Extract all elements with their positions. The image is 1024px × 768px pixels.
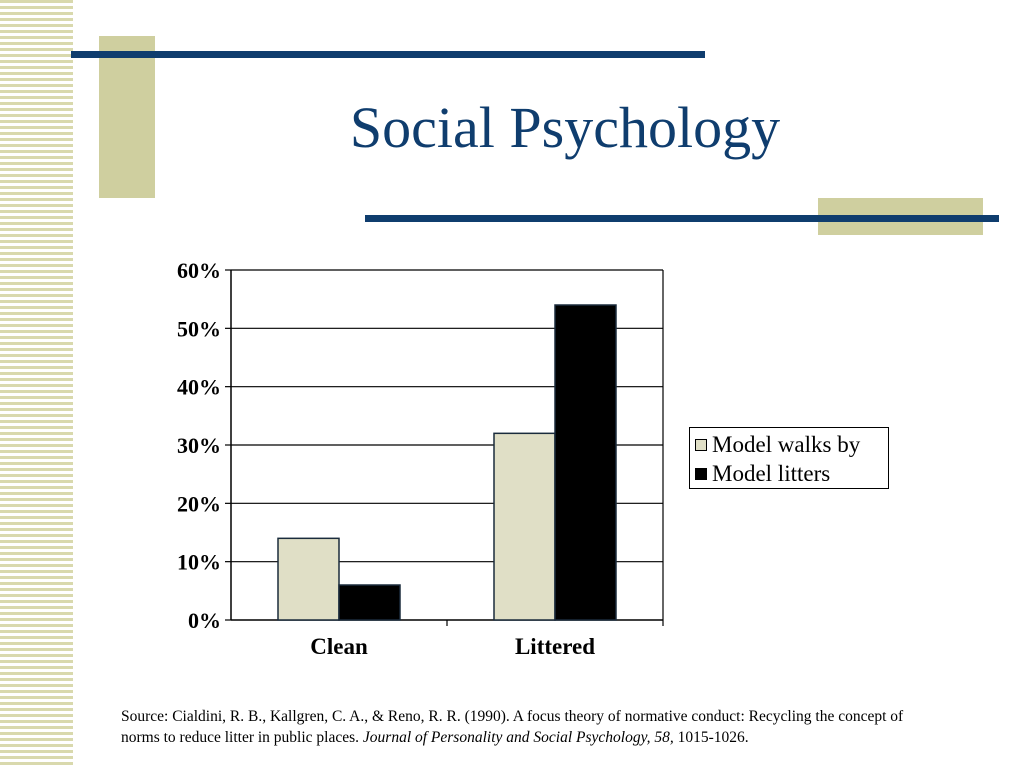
legend-label-walks-by: Model walks by (712, 431, 861, 457)
y-tick-label: 20% (177, 491, 221, 516)
chart-legend: Model walks by Model litters (689, 427, 889, 489)
bar-walks-by-clean (277, 537, 340, 621)
x-tick-label: Clean (310, 634, 368, 659)
y-tick-label: 10% (177, 550, 221, 575)
y-tick-label: 0% (188, 608, 221, 633)
middle-rule (365, 215, 999, 222)
bar-litters-littered (554, 304, 617, 621)
source-pages: 1015-1026. (673, 729, 749, 746)
x-tick-label: Littered (515, 634, 595, 659)
y-tick-label: 60% (177, 258, 221, 283)
top-rule (71, 51, 705, 58)
legend-item-litters: Model litters (695, 459, 888, 488)
bar-walks-by-littered (493, 432, 556, 621)
y-tick-label: 50% (177, 316, 221, 341)
source-text: Source: Cialdini, R. B., Kallgren, C. A.… (121, 708, 904, 746)
striped-sidebar-decoration (0, 0, 73, 768)
source-citation: Source: Cialdini, R. B., Kallgren, C. A.… (121, 706, 921, 748)
accent-block-left (99, 36, 155, 198)
bar-litters-clean (338, 584, 401, 621)
legend-label-litters: Model litters (712, 460, 831, 486)
y-tick-label: 40% (177, 375, 221, 400)
y-tick-label: 30% (177, 433, 221, 458)
source-journal: Journal of Personality and Social Psycho… (362, 729, 674, 746)
legend-item-walks-by: Model walks by (695, 430, 888, 459)
slide-title: Social Psychology (349, 95, 781, 160)
legend-swatch-walks-by (695, 438, 707, 451)
legend-swatch-litters (695, 467, 707, 480)
